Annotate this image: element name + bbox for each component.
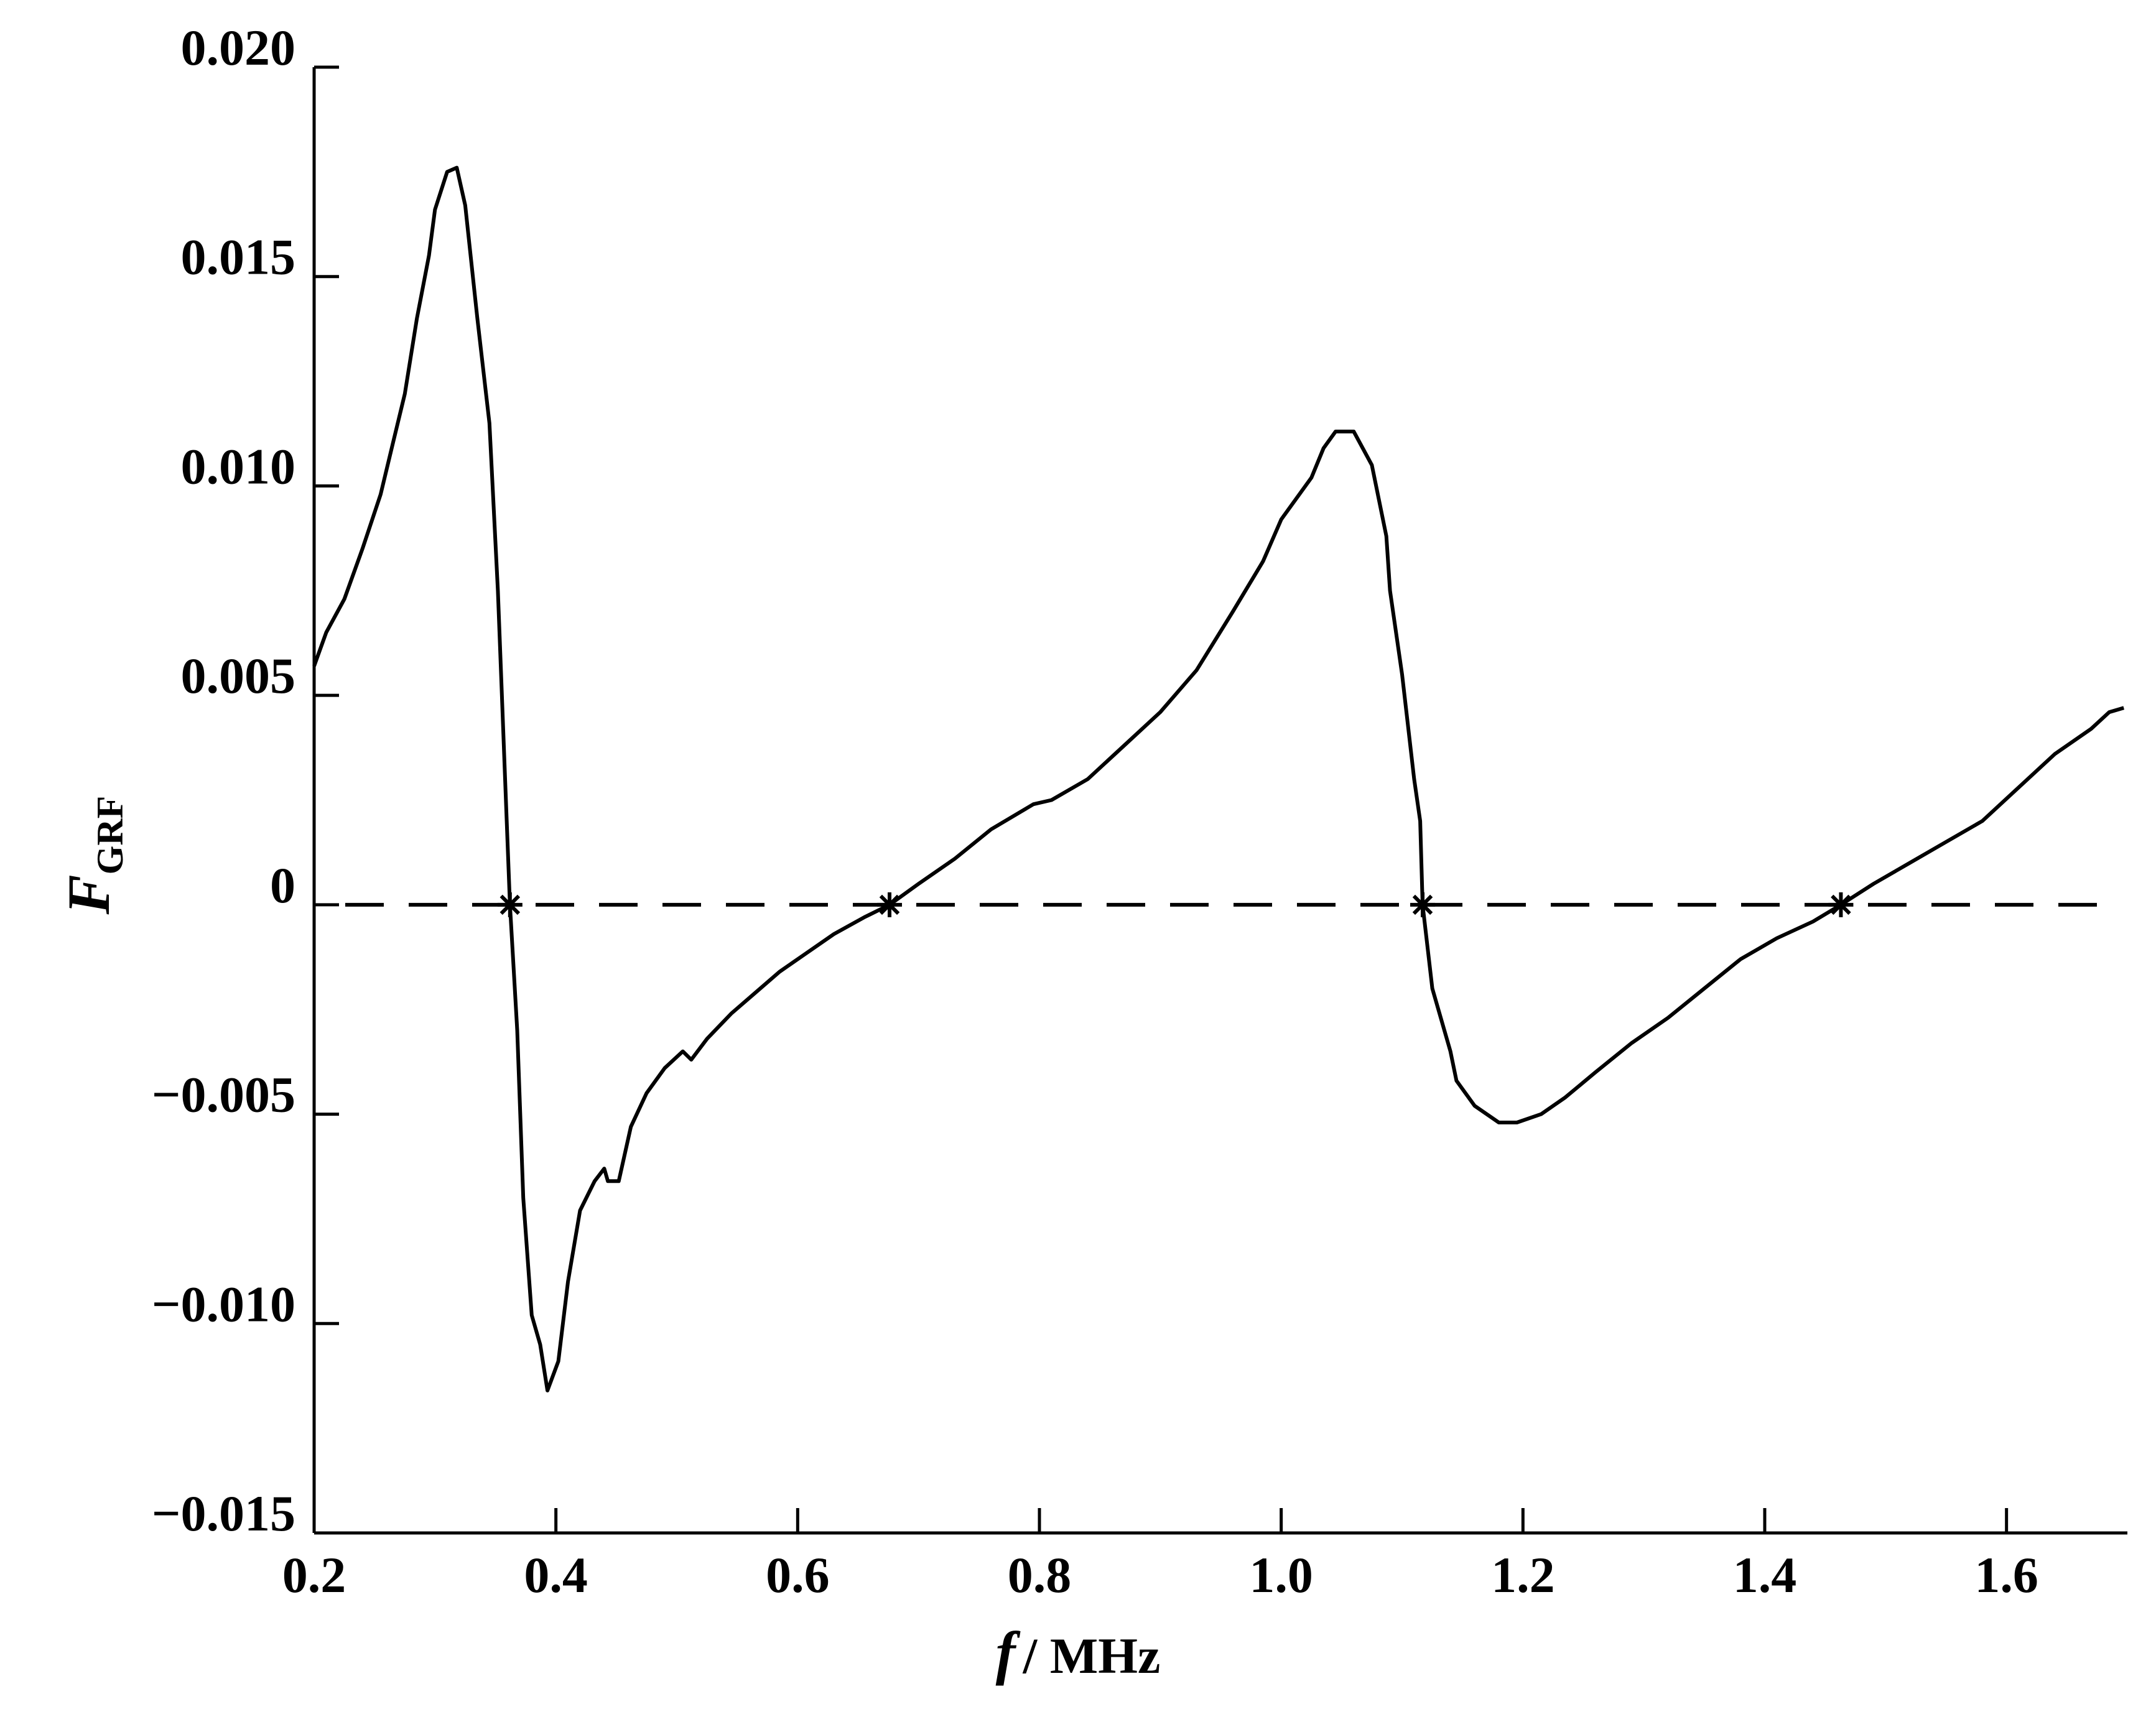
y-tick-label-0: 0.020	[181, 19, 296, 76]
y-axis-sub: GRF	[90, 796, 131, 875]
x-tick-label-7: 1.6	[1974, 1547, 2038, 1603]
series-line-fgrf	[312, 165, 2125, 1392]
x-tick-label-3: 0.8	[1008, 1547, 1072, 1603]
y-tick-label-5: −0.005	[152, 1067, 295, 1123]
x-axis-ticks: 0.2 0.4 0.6 0.8 1.0 1.2 1.4 1.6	[282, 1508, 2038, 1603]
y-tick-label-4: 0	[270, 857, 295, 914]
zero-crossing-marker-3	[1828, 892, 1854, 917]
x-tick-label-1: 0.4	[524, 1547, 588, 1603]
y-axis-title: FGRF	[55, 796, 131, 915]
y-axis-ticks: 0.020 0.015 0.010 0.005 0 −0.005 −0.010 −0.015	[152, 19, 339, 1542]
x-axis-var: f	[996, 1619, 1021, 1686]
x-tick-label-4: 1.0	[1249, 1547, 1313, 1603]
x-tick-label-6: 1.4	[1733, 1547, 1797, 1603]
y-tick-label-7: −0.015	[152, 1485, 295, 1542]
x-tick-label-2: 0.6	[766, 1547, 830, 1603]
y-tick-label-3: 0.005	[181, 647, 296, 704]
x-axis-unit: / MHz	[1023, 1627, 1161, 1684]
x-axis-title: f / MHz	[996, 1619, 1161, 1686]
y-tick-label-1: 0.015	[181, 229, 296, 285]
zero-crossing-marker-1	[877, 892, 903, 917]
x-tick-label-5: 1.2	[1491, 1547, 1555, 1603]
x-tick-label-0: 0.2	[282, 1547, 346, 1603]
zero-crossing-marker-0	[497, 892, 523, 917]
zero-crossing-marker-2	[1410, 892, 1436, 917]
zero-crossing-markers	[497, 892, 1854, 917]
y-axis-var: F	[55, 874, 122, 915]
y-tick-label-2: 0.010	[181, 438, 296, 494]
y-tick-label-6: −0.010	[152, 1275, 295, 1332]
